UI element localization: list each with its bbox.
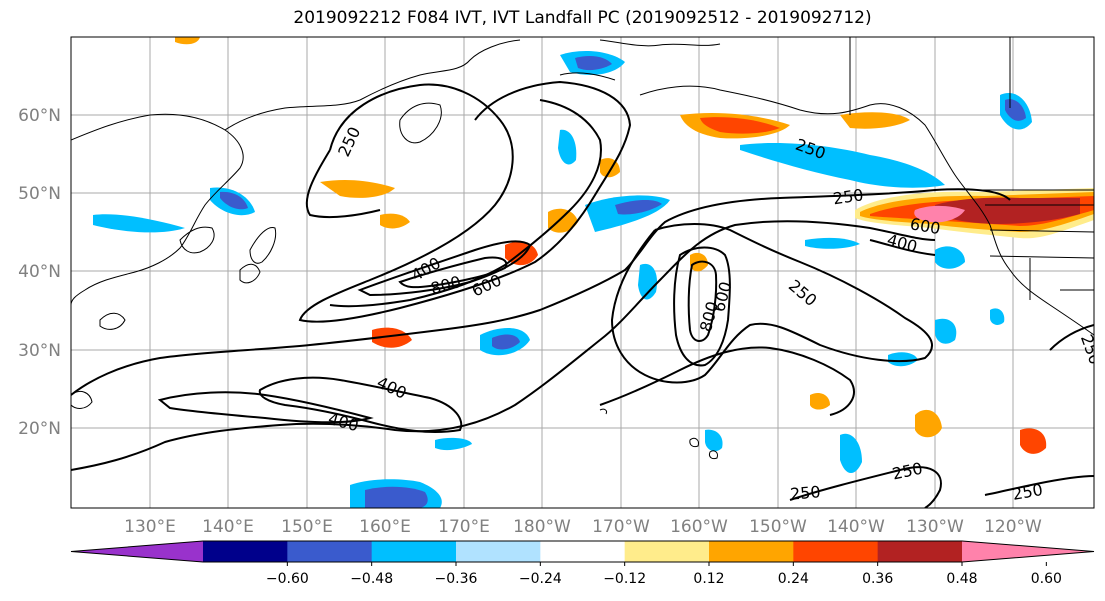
lon-label: 130°W (906, 517, 964, 537)
lon-label: 180°W (513, 517, 571, 537)
lat-label: 30°N (18, 341, 61, 361)
lon-label: 150°W (749, 517, 807, 537)
lon-label: 150°E (281, 517, 333, 537)
colorbar-tick-label: −0.60 (266, 571, 309, 587)
colorbar-tick-label: −0.12 (603, 571, 646, 587)
lon-label: 140°E (202, 517, 254, 537)
positive-anomaly-shading (175, 37, 1094, 454)
colorbar-tick-label: 0.48 (946, 571, 977, 587)
lon-label: 120°W (984, 517, 1042, 537)
colorbar-swatch (203, 541, 288, 562)
colorbar-swatch (793, 541, 879, 562)
lon-label: 160°W (670, 517, 728, 537)
negative-anomaly-shading (93, 50, 1032, 508)
colorbar-swatch (709, 541, 794, 562)
colorbar-swatch (962, 541, 1094, 562)
ivt-contours (71, 80, 1094, 508)
map-panel (71, 37, 1094, 508)
colorbar-tick-label: 0.60 (1031, 571, 1062, 587)
contour-label: 250 (832, 185, 865, 208)
colorbar-swatch (624, 541, 710, 562)
lon-label: 140°W (827, 517, 885, 537)
colorbar-swatch (877, 541, 963, 562)
colorbar-swatch (456, 541, 541, 562)
lon-label: 170°W (592, 517, 650, 537)
lon-label: 170°E (438, 517, 490, 537)
latitude-labels: 60°N 50°N 40°N 30°N 20°N (18, 106, 61, 439)
colorbar-tick-label: 0.36 (862, 571, 893, 587)
lat-label: 20°N (18, 419, 61, 439)
lat-label: 50°N (18, 184, 61, 204)
map-frame (70, 36, 1095, 509)
colorbar-tick-label: −0.36 (435, 571, 478, 587)
colorbar-tick-label: −0.24 (519, 571, 562, 587)
colorbar-tick-label: 0.12 (693, 571, 724, 587)
colorbar: −0.60 −0.48 −0.36 −0.24 −0.12 0.12 0.24 0.36 0.4… (70, 540, 1095, 587)
lon-label: 160°E (359, 517, 411, 537)
coastlines (71, 37, 1094, 460)
colorbar-outline (70, 540, 1095, 563)
colorbar-tick-label: 0.24 (778, 571, 809, 587)
lon-label: 130°E (124, 517, 176, 537)
longitude-labels: 130°E 140°E 150°E 160°E 170°E 180°W 170°… (124, 517, 1042, 537)
contour-label: 250 (789, 482, 821, 504)
map-title: 2019092212 F084 IVT, IVT Landfall PC (20… (293, 8, 872, 28)
colorbar-swatch (71, 541, 203, 562)
colorbar-swatch (287, 541, 373, 562)
colorbar-tick-label: −0.48 (350, 571, 393, 587)
colorbar-swatch (371, 541, 457, 562)
colorbar-swatch (540, 541, 626, 562)
lat-label: 60°N (18, 106, 61, 126)
lat-label: 40°N (18, 262, 61, 282)
